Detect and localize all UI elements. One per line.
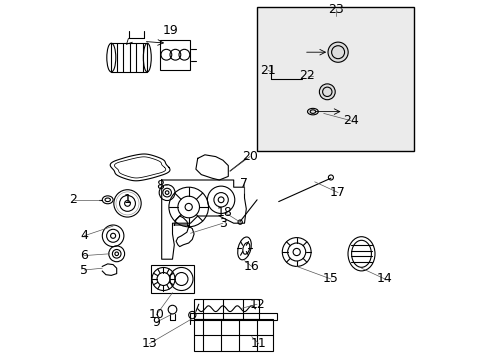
Text: 11: 11 [250,337,266,350]
Text: 4: 4 [80,229,88,242]
Text: 22: 22 [299,69,315,82]
Bar [194,299,258,319]
Bar [190,313,276,320]
Text: 10: 10 [148,309,164,321]
Text: 8: 8 [156,179,163,192]
Bar [111,43,147,72]
Text: 2: 2 [69,193,77,206]
Circle shape [327,42,347,62]
Text: 18: 18 [216,206,232,219]
Text: 19: 19 [163,24,178,37]
Text: 9: 9 [152,316,160,329]
Bar [194,319,273,351]
Bar [257,7,413,151]
Text: 20: 20 [242,150,257,163]
Text: 6: 6 [80,249,88,262]
Text: 21: 21 [260,64,275,77]
Text: 15: 15 [322,273,338,285]
Text: 16: 16 [244,260,259,273]
Ellipse shape [307,108,318,115]
Text: 17: 17 [329,186,346,199]
Text: 5: 5 [80,264,88,276]
Text: 14: 14 [376,273,392,285]
Text: 23: 23 [328,3,344,15]
Text: 12: 12 [249,298,264,311]
Bar [160,40,190,70]
Text: 1: 1 [123,193,131,206]
Circle shape [319,84,335,100]
Text: 13: 13 [141,337,157,350]
Text: 3: 3 [219,217,226,230]
Text: 7: 7 [240,177,248,190]
Bar [151,265,194,293]
Text: 24: 24 [342,114,358,127]
